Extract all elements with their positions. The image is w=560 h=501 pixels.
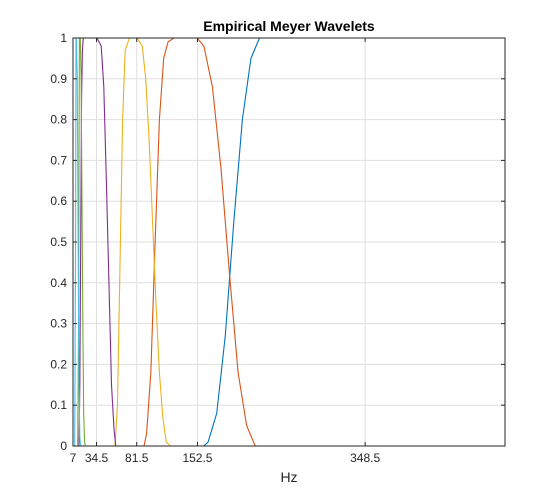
y-tick-label: 0.1 <box>50 398 67 412</box>
y-tick-label: 0 <box>60 439 67 453</box>
y-tick-label: 0.4 <box>50 276 67 290</box>
y-tick-label: 1 <box>60 31 67 45</box>
y-tick-label: 0.8 <box>50 113 67 127</box>
x-tick-label: 81.5 <box>125 451 149 465</box>
y-tick-label: 0.5 <box>50 235 67 249</box>
wavelet-series-3 <box>73 37 505 447</box>
tick-layer: 7 34.5 81.5 152.5 348.5 0 0.1 0.2 0.3 0.4 0.5 0.6 0.… <box>50 31 505 465</box>
wavelet-series-6 <box>73 37 505 447</box>
y-tick-label: 0.9 <box>50 72 67 86</box>
y-tick-label: 0.2 <box>50 357 67 371</box>
x-axis-label: Hz <box>280 469 297 485</box>
chart-title: Empirical Meyer Wavelets <box>203 18 375 34</box>
y-tick-label: 0.7 <box>50 153 67 167</box>
x-tick-label: 34.5 <box>85 451 109 465</box>
y-tick-label: 0.3 <box>50 317 67 331</box>
y-tick-label: 0.6 <box>50 194 67 208</box>
x-tick-label: 7 <box>70 451 77 465</box>
x-tick-label: 152.5 <box>182 451 212 465</box>
x-tick-label: 348.5 <box>350 451 380 465</box>
series-layer <box>73 37 505 447</box>
